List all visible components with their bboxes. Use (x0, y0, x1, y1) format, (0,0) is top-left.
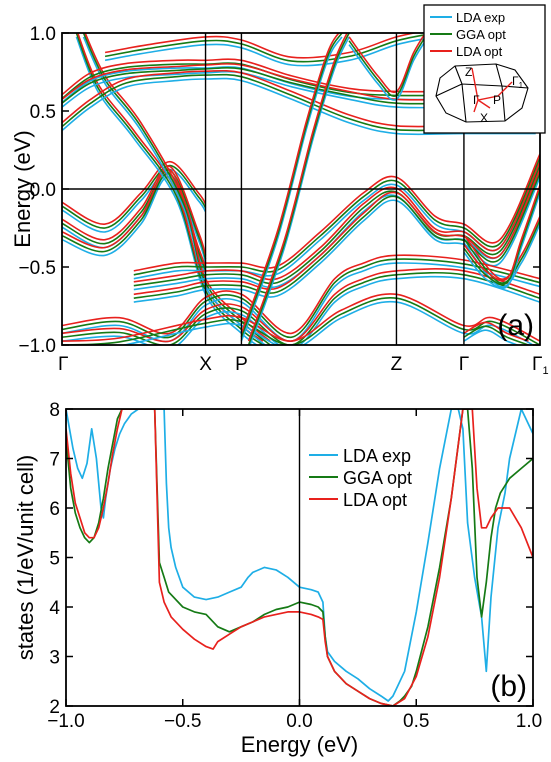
bz-edges (435, 63, 529, 123)
band-lda-opt-10 (133, 161, 540, 283)
band-gga-opt-17 (348, 33, 429, 98)
brillouin-zone-inset (435, 63, 529, 123)
x-tick-label: −1.0 (47, 711, 85, 732)
inset-label: P (493, 93, 501, 107)
band-lda-opt-8 (104, 33, 418, 59)
band-lda-exp-10 (133, 169, 540, 291)
inset-label: X (480, 111, 488, 125)
y-tick-label: 8 (49, 400, 60, 421)
band-gga-opt-6 (62, 66, 464, 105)
band-gga-opt-9 (133, 157, 540, 276)
y-tick-label: 1.0 (30, 24, 56, 45)
legend-label: LDA exp (343, 446, 411, 466)
band-lda-opt-12 (62, 254, 540, 335)
legend-label: GGA opt (456, 27, 506, 42)
band-gga-opt-10 (133, 165, 540, 287)
legend-label: LDA exp (456, 10, 505, 25)
band-gga-opt-0 (62, 164, 207, 229)
band-lda-exp-13 (62, 275, 540, 345)
bz-kpath (471, 67, 513, 113)
dos-series-gga-opt (66, 409, 533, 706)
y-tick-label: 2 (49, 697, 60, 718)
x-tick-label: 0.5 (403, 711, 429, 732)
band-lda-opt-6 (62, 63, 464, 101)
x-axis-label: Energy (eV) (241, 732, 358, 757)
panel-label: (a) (497, 309, 534, 342)
band-lda-opt-9 (133, 153, 540, 272)
band-gga-opt-2 (62, 172, 207, 271)
kpoint-label: Γ (58, 354, 68, 375)
inset-label: Z (465, 65, 472, 79)
x-tick-label: 1.0 (516, 711, 542, 732)
legend-label: GGA opt (343, 468, 412, 488)
band-lda-exp-19 (463, 192, 540, 290)
bz-path (471, 67, 513, 113)
band-lda-exp-6 (62, 70, 464, 109)
legend-label: LDA opt (456, 44, 503, 59)
y-tick-label: 0.0 (30, 180, 56, 201)
band-lda-opt-14 (62, 293, 540, 342)
panel-label: (b) (490, 670, 527, 703)
band-lda-opt-19 (463, 184, 540, 282)
kpoint-label: X (199, 354, 212, 375)
band-lda-opt-20 (463, 321, 529, 342)
band-gga-opt-19 (463, 188, 540, 286)
y-tick-label: 3 (49, 648, 60, 669)
y-tick-label: 6 (49, 499, 60, 520)
y-tick-label: 4 (49, 598, 60, 619)
kpoint-label: Γ (459, 354, 469, 375)
inset-label: Γ (473, 93, 480, 107)
x-tick-label: −0.5 (164, 711, 202, 732)
y-tick-label: 5 (49, 549, 60, 570)
inset-label: Γ1 (512, 74, 524, 90)
band-lda-opt-15 (240, 33, 340, 334)
band-lda-opt-2 (62, 168, 207, 267)
kpoint-label: P (235, 354, 248, 375)
y-tick-label: −0.5 (18, 258, 56, 279)
legend-a: LDA exp GGA opt LDA opt ZΓ P Γ1 X (423, 4, 546, 134)
band-lda-opt-0 (62, 160, 207, 225)
y-tick-label: 0.5 (30, 102, 56, 123)
kpoint-label: Γ1 (532, 354, 549, 377)
legend-label: LDA opt (343, 490, 407, 510)
kpoint-label: Z (391, 354, 403, 375)
band-gga-opt-8 (104, 33, 436, 63)
legend-box (423, 4, 546, 134)
y-tick-label: 7 (49, 450, 60, 471)
band-lda-opt-11 (133, 169, 540, 296)
dos-lines (66, 409, 533, 706)
band-gga-opt-16 (247, 33, 350, 345)
dos-series-lda-exp (66, 409, 533, 702)
band-lda-opt-16 (247, 33, 349, 342)
dos-panel: 2 3 4 5 6 7 8 −1.0 −0.5 0.0 0.5 1.0 Energy (eV) state… (13, 400, 542, 757)
x-tick-label: 0.0 (286, 711, 312, 732)
band-lda-exp-8 (104, 36, 436, 67)
band-gga-opt-14 (62, 297, 540, 345)
dos-series-lda-opt (66, 409, 533, 706)
y-axis-label: Energy (eV) (10, 130, 35, 247)
band-lda-exp-20 (463, 329, 520, 345)
band-lda-opt-1 (62, 165, 207, 256)
band-lda-exp-14 (119, 300, 535, 345)
y-tick-label: −1.0 (18, 336, 56, 357)
bz-outline (435, 63, 529, 123)
band-gga-opt-20 (463, 325, 529, 345)
y-axis-label: states (1/eV/unit cell) (13, 455, 38, 660)
band-lda-exp-15 (240, 36, 343, 342)
band-lda-exp-16 (249, 36, 350, 345)
band-gga-opt-15 (240, 33, 343, 338)
